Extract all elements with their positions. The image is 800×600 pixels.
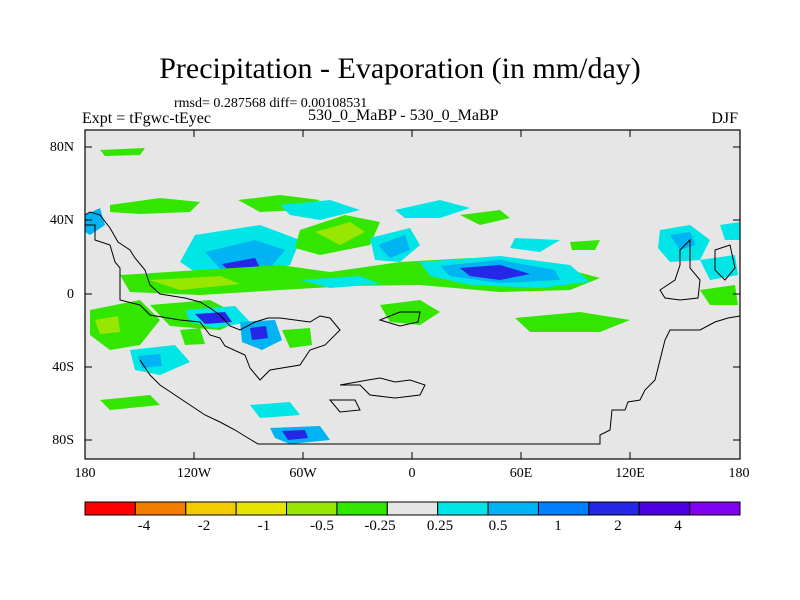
contour-fill — [510, 238, 560, 252]
stats-label: rmsd= 0.287568 diff= 0.00108531 — [174, 96, 368, 111]
colorbar-swatch — [134, 501, 187, 516]
colorbar-swatch — [689, 501, 741, 516]
colorbar — [84, 501, 741, 516]
plot-area — [85, 130, 740, 459]
colorbar-swatch — [235, 501, 288, 516]
contour-fill — [150, 276, 240, 290]
map-title: Precipitation - Evaporation (in mm/day) — [159, 52, 641, 85]
coastline — [714, 244, 736, 281]
contour-fill — [460, 265, 530, 280]
coastline — [339, 377, 426, 399]
colorbar-label: -0.5 — [310, 518, 334, 534]
lat-tick-label: 0 — [67, 287, 74, 302]
contour-fill — [90, 300, 160, 350]
contour-fill — [460, 210, 510, 225]
coastline — [139, 315, 741, 445]
contour-fill — [700, 285, 738, 305]
contour-fill — [378, 235, 410, 258]
lon-tick-label: 120W — [176, 466, 212, 481]
contour-fill — [280, 200, 360, 220]
lon-tick-label: 60E — [509, 466, 533, 481]
contour-fill — [315, 222, 365, 245]
contour-fill — [395, 200, 470, 218]
coastline — [378, 311, 421, 327]
colorbar-label: -4 — [137, 518, 151, 534]
coastline — [328, 399, 361, 413]
lat-tick-label: 80N — [49, 140, 74, 155]
contour-fill — [180, 328, 205, 345]
colorbar-label: 0.5 — [488, 518, 508, 534]
contour-fill — [100, 148, 145, 156]
colorbar-label: 4 — [674, 518, 682, 534]
coastline — [84, 211, 341, 381]
contour-fill — [138, 354, 162, 368]
contour-fill — [100, 395, 160, 410]
colorbar-swatch — [336, 501, 388, 516]
lat-tick-label: 80S — [52, 433, 74, 448]
contour-fill — [250, 402, 300, 418]
colorbar-label: -0.25 — [364, 518, 396, 534]
contour-fill — [570, 240, 600, 250]
lon-ticks — [193, 130, 631, 459]
lon-tick-label: 120E — [615, 466, 645, 481]
contour-fill — [720, 222, 740, 240]
contour-fill — [110, 198, 200, 214]
contour-fill — [195, 312, 232, 324]
colorbar-label: -2 — [197, 518, 211, 534]
lat-tick-label: 40N — [49, 213, 74, 228]
lat-ticks — [85, 146, 740, 441]
colorbar-label: 1 — [554, 518, 562, 534]
colorbar-swatch — [286, 501, 338, 516]
coastline — [659, 238, 701, 301]
period-label: 530_0_MaBP - 530_0_MaBP — [308, 107, 499, 124]
contour-fill — [95, 316, 120, 334]
coastlines — [84, 211, 741, 445]
colorbar-swatch — [487, 501, 539, 516]
lat-tick-label: 40S — [52, 360, 74, 375]
contour-fill — [515, 312, 630, 332]
lon-tick-label: 60W — [289, 466, 317, 481]
colorbar-swatch — [537, 501, 590, 516]
contour-fill — [282, 430, 308, 440]
lon-tick-label: 180 — [728, 466, 750, 481]
lon-tick-label: 0 — [408, 466, 416, 481]
contour-fill — [250, 326, 268, 340]
precip-contours — [85, 148, 740, 444]
colorbar-label: 0.25 — [426, 518, 454, 534]
experiment-label: Expt = tFgwc-tEyec — [82, 110, 211, 127]
colorbar-swatch — [437, 501, 489, 516]
season-label: DJF — [711, 110, 738, 127]
contour-fill — [300, 276, 380, 288]
lon-tick-label: 180 — [74, 466, 96, 481]
colorbar-label: -1 — [257, 518, 271, 534]
colorbar-swatch — [84, 501, 136, 516]
colorbar-swatch — [588, 501, 640, 516]
colorbar-label: 2 — [614, 518, 622, 534]
contour-fill — [282, 328, 312, 348]
colorbar-swatch — [386, 501, 439, 516]
contour-fill — [700, 255, 738, 280]
colorbar-swatch — [185, 501, 237, 516]
colorbar-swatch — [638, 501, 691, 516]
